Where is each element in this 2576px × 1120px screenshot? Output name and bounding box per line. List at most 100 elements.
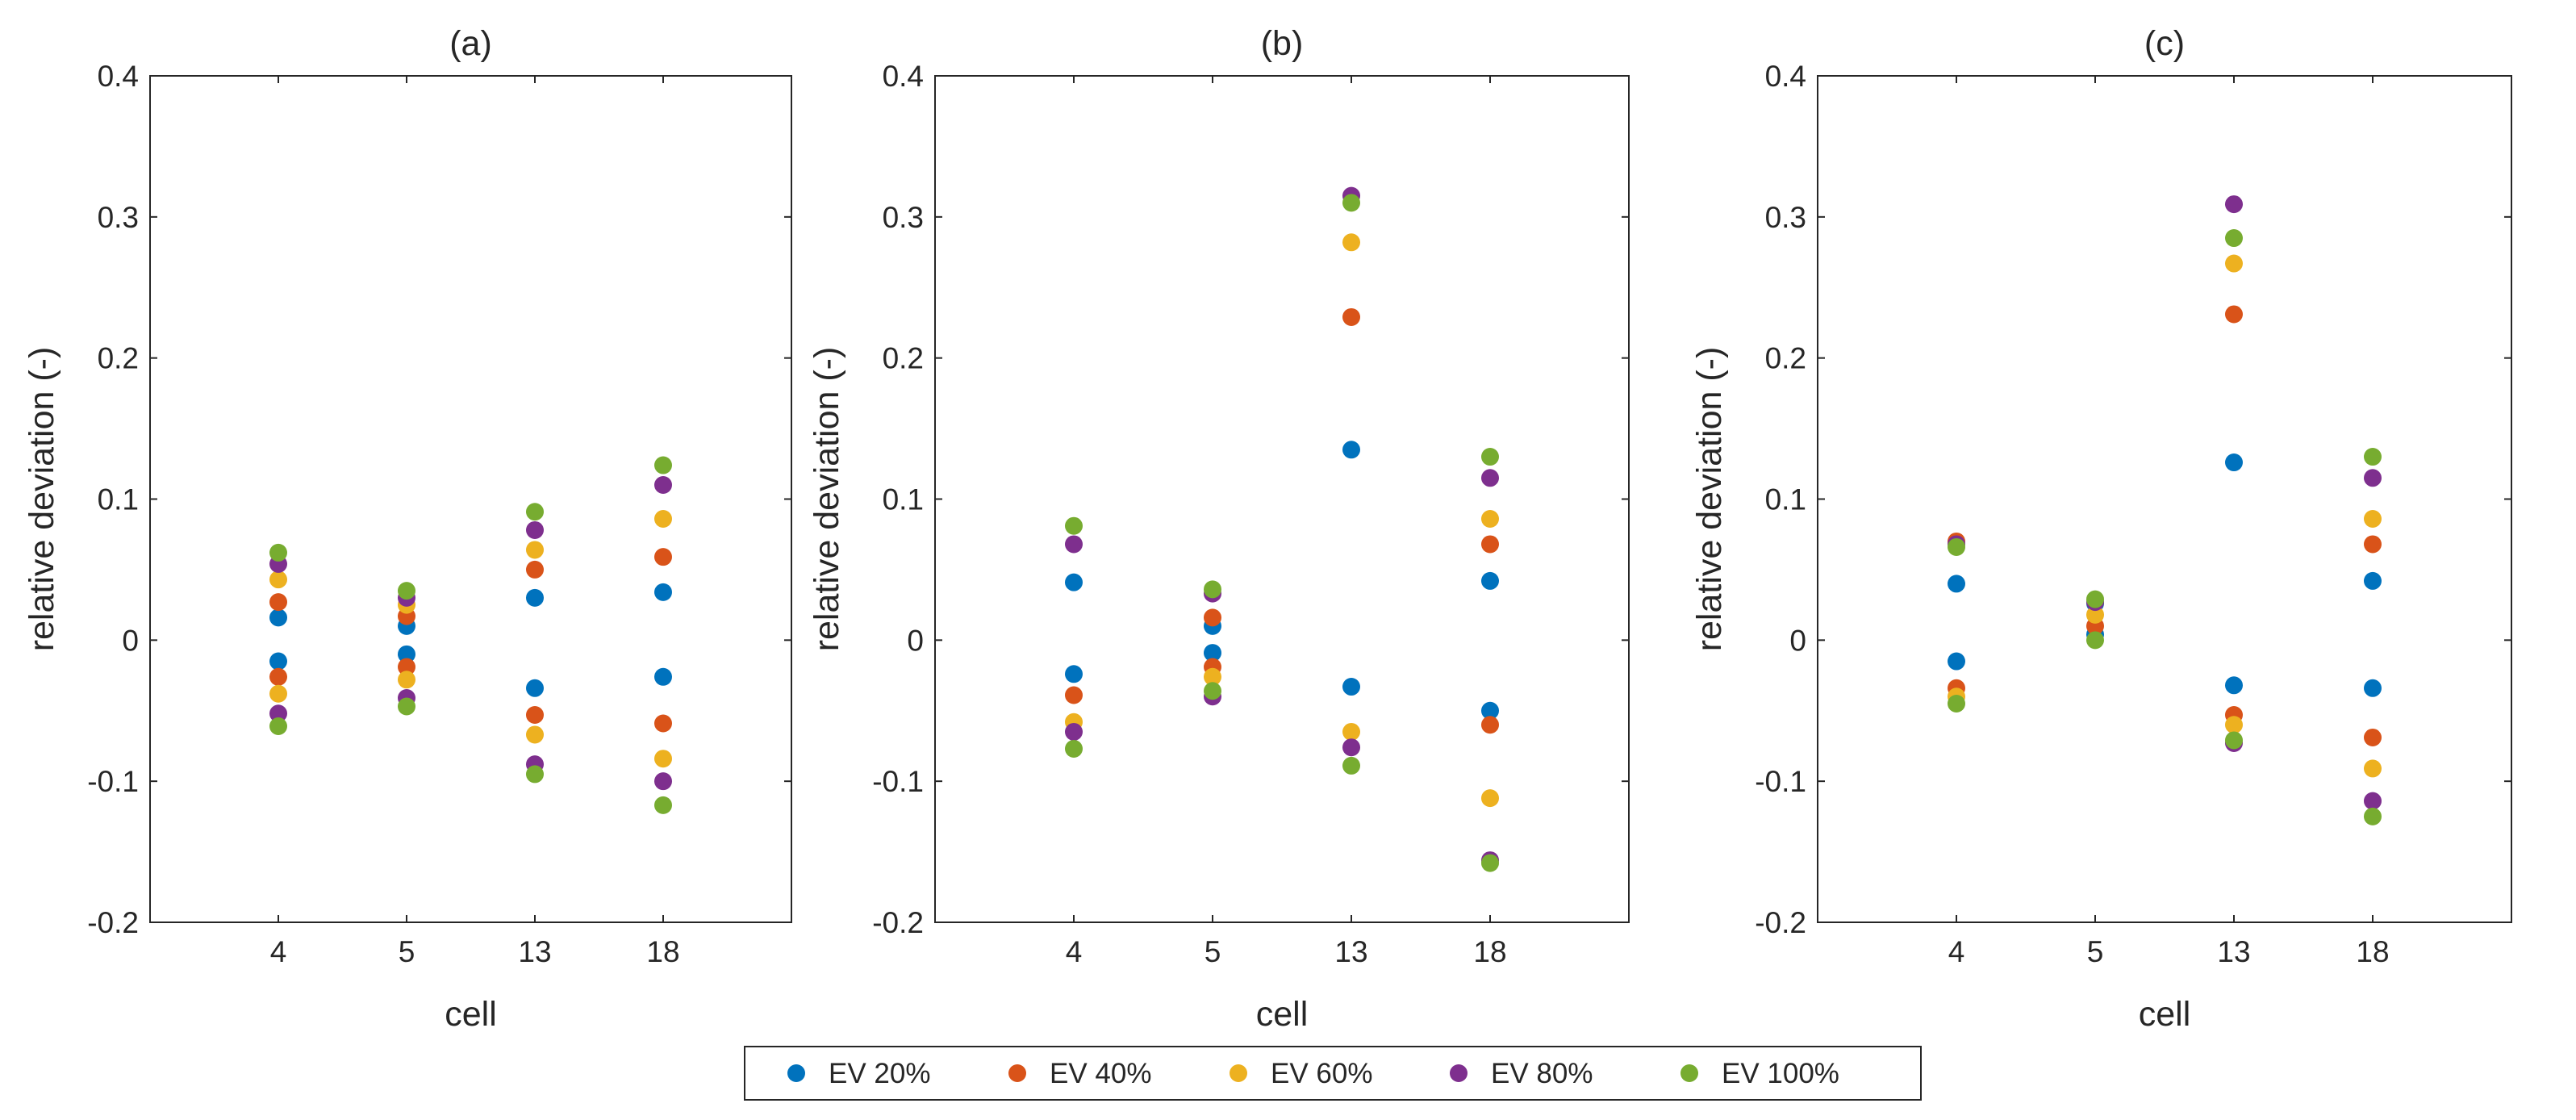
series-3: [269, 476, 672, 791]
x-tick-label: 4: [270, 935, 287, 968]
legend-marker: [1008, 1064, 1026, 1082]
x-tick-label: 13: [2217, 935, 2250, 968]
series-3: [1065, 186, 1499, 870]
x-tick-label: 18: [1473, 935, 1506, 968]
subplot-title: (b): [1261, 24, 1304, 63]
data-point: [269, 717, 287, 735]
data-point: [1481, 509, 1499, 528]
x-tick-label: 13: [518, 935, 551, 968]
data-point: [1065, 739, 1083, 758]
series-0: [1065, 441, 1499, 720]
data-point: [2086, 605, 2104, 624]
data-point: [1065, 686, 1083, 704]
data-point: [2225, 716, 2243, 734]
legend-box: [744, 1046, 1922, 1101]
data-point: [1342, 722, 1360, 741]
y-axis-label: relative deviation (-): [808, 347, 846, 652]
data-point: [526, 725, 544, 744]
legend-marker: [1680, 1064, 1698, 1082]
x-tick-label: 5: [399, 935, 415, 968]
data-point: [654, 750, 672, 768]
axes-box: [1817, 75, 2512, 923]
data-point: [398, 697, 415, 716]
legend-label: EV 60%: [1271, 1058, 1372, 1089]
data-point: [269, 704, 287, 723]
data-point: [2225, 676, 2243, 695]
x-tick-label: 18: [2356, 935, 2389, 968]
data-point: [398, 658, 415, 676]
data-point: [1204, 608, 1221, 627]
data-point: [1481, 571, 1499, 590]
x-axis-label: cell: [445, 995, 497, 1034]
data-point: [1481, 469, 1499, 487]
data-point: [2225, 229, 2243, 248]
data-point: [2364, 571, 2382, 590]
data-point: [398, 582, 415, 600]
series-1: [1948, 305, 2382, 746]
data-point: [2086, 590, 2104, 608]
data-point: [2225, 254, 2243, 273]
data-point: [654, 548, 672, 566]
data-point: [2364, 535, 2382, 554]
data-point: [526, 765, 544, 784]
data-point: [1204, 682, 1221, 700]
data-point: [1481, 789, 1499, 808]
y-tick-label: -0.2: [87, 906, 139, 939]
data-point: [654, 509, 672, 528]
y-axis-label: relative deviation (-): [23, 347, 61, 652]
y-tick-label: 0.4: [98, 60, 139, 93]
data-point: [1065, 535, 1083, 554]
data-point: [2225, 731, 2243, 750]
data-point: [1342, 756, 1360, 775]
data-point: [526, 520, 544, 539]
data-point: [2364, 759, 2382, 778]
y-tick-label: 0.3: [98, 201, 139, 234]
subplot-2: -0.2 -0.1 0 0.1 0.2 0.3 0.4 4 5 13 18 (c) cell relati…: [1690, 24, 2512, 1034]
series-1: [269, 548, 672, 733]
series-2: [1065, 233, 1499, 808]
y-tick-label: 0.1: [98, 483, 139, 516]
data-point: [1342, 194, 1360, 212]
data-point: [1065, 722, 1083, 741]
data-point: [654, 667, 672, 686]
data-point: [1481, 701, 1499, 720]
data-point: [1342, 233, 1360, 252]
x-tick-label: 4: [1066, 935, 1083, 968]
data-point: [2364, 679, 2382, 697]
data-point: [1948, 695, 1965, 713]
y-tick-label: 0: [1789, 624, 1806, 657]
data-point: [2225, 195, 2243, 214]
x-tick-label: 5: [1204, 935, 1221, 968]
legend-label: EV 20%: [829, 1058, 930, 1089]
data-point: [269, 608, 287, 627]
y-tick-label: 0.1: [883, 483, 924, 516]
y-tick-label: -0.1: [872, 765, 924, 798]
legend-marker: [1450, 1064, 1468, 1082]
data-point: [1342, 738, 1360, 757]
series-2: [269, 509, 672, 768]
subplot-title: (c): [2144, 24, 2185, 63]
data-point: [2364, 509, 2382, 528]
data-point: [1481, 716, 1499, 734]
data-point: [269, 667, 287, 686]
data-point: [654, 714, 672, 733]
y-tick-label: 0.4: [1765, 60, 1806, 93]
y-tick-label: -0.1: [1755, 765, 1806, 798]
data-point: [526, 503, 544, 521]
series-4: [1065, 194, 1499, 872]
y-tick-label: 0.2: [883, 342, 924, 375]
x-tick-label: 5: [2087, 935, 2104, 968]
data-point: [269, 570, 287, 589]
y-tick-label: -0.2: [1755, 906, 1806, 939]
data-point: [526, 560, 544, 579]
axes-box: [149, 75, 792, 923]
data-point: [654, 476, 672, 495]
data-point: [2225, 305, 2243, 324]
legend: EV 20% EV 40% EV 60% EV 80% EV 100%: [744, 1046, 1922, 1101]
series-4: [269, 456, 672, 814]
data-point: [526, 679, 544, 697]
data-point: [1948, 575, 1965, 593]
data-point: [1342, 441, 1360, 459]
legend-label: EV 40%: [1050, 1058, 1151, 1089]
